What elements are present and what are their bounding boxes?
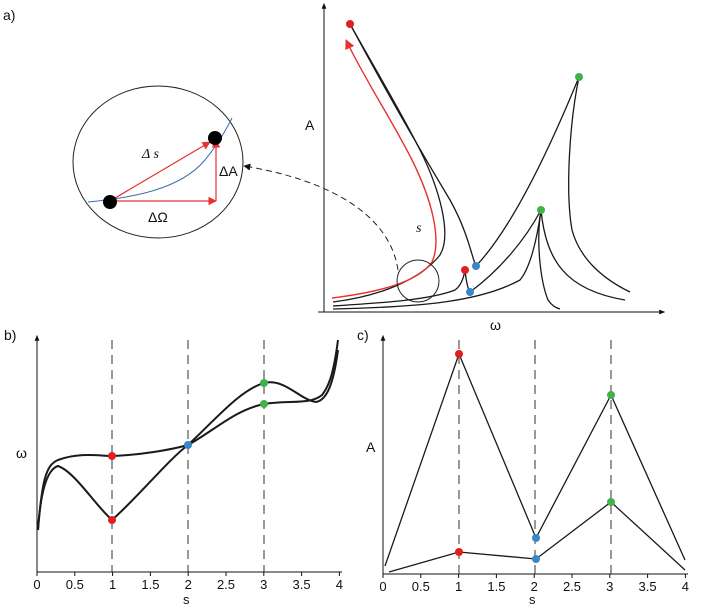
panel-b-point-red-2 — [108, 516, 116, 524]
response-curve-upper-branch — [332, 23, 446, 303]
response-curve-bottom — [332, 209, 626, 310]
panel-c-point-blue-1 — [532, 534, 540, 542]
response-curve-to-first-green — [475, 76, 580, 267]
inset-start-point — [103, 195, 117, 209]
panel-c-point-red-1 — [455, 350, 463, 358]
panel-c-y-label: A — [366, 439, 376, 455]
panel-c-tick-label: 3.5 — [639, 579, 657, 594]
panel-b-label: b) — [4, 327, 16, 343]
panel-b-tick-label: 1 — [109, 577, 116, 592]
path-length-label: s — [416, 221, 422, 236]
panel-b-tick-label: 2 — [185, 577, 192, 592]
panel-c-point-blue-2 — [532, 555, 540, 563]
panel-b-tick-label: 2.5 — [217, 577, 235, 592]
panel-c-point-green-2 — [607, 498, 615, 506]
panel-c: c) A s 0 0.5 1 1.5 2 2.5 3 3.5 4 — [357, 327, 689, 607]
panel-b-point-blue — [184, 441, 192, 449]
panel-c-tick-label: 1.5 — [487, 579, 505, 594]
fold-point-red — [346, 20, 354, 28]
fold-point-blue-2 — [466, 288, 474, 296]
panel-a-x-label: ω — [490, 317, 501, 333]
panel-b-tick-label: 4 — [336, 577, 343, 592]
panel-b-x-label: s — [183, 592, 190, 607]
panel-c-label: c) — [357, 327, 369, 343]
panel-c-tick-label: 0 — [379, 579, 386, 594]
inset-solution-curve — [87, 117, 233, 203]
panel-c-tick-label: 0.5 — [412, 579, 430, 594]
panel-a-label: a) — [3, 7, 15, 23]
panel-a: a) A ω s — [3, 2, 666, 333]
panel-c-tick-label: 4 — [682, 579, 689, 594]
panel-c-tick-label: 2.5 — [563, 579, 581, 594]
fold-point-green-2 — [537, 206, 545, 214]
fold-point-red-2 — [461, 266, 469, 274]
inset-circle — [72, 85, 244, 239]
panel-b-tick-label: 0.5 — [66, 577, 84, 592]
zoom-region-circle — [396, 259, 440, 303]
panel-a-y-label: A — [305, 117, 315, 133]
panel-b-x-ticks: 0 0.5 1 1.5 2 2.5 3 3.5 4 — [33, 572, 343, 592]
fold-point-green — [575, 73, 583, 81]
response-curve-from-second-green — [538, 209, 561, 310]
panel-b-point-red-1 — [108, 452, 116, 460]
panel-b-tick-label: 3 — [260, 577, 267, 592]
delta-s-label: Δ s — [141, 147, 159, 162]
response-curve-from-first-green — [568, 76, 631, 293]
panel-c-x-ticks: 0 0.5 1 1.5 2 2.5 3 3.5 4 — [379, 574, 689, 594]
delta-a-label: ΔA — [219, 163, 238, 179]
zoom-link-arrow — [243, 163, 399, 271]
inset-zoom: Δ s ΔA ΔΩ — [72, 85, 244, 239]
delta-s-arrow — [109, 141, 211, 202]
panel-b-y-label: ω — [16, 445, 27, 461]
panel-b-tick-label: 0 — [33, 577, 40, 592]
panel-c-point-red-2 — [455, 548, 463, 556]
panel-b: b) ω s 0 0.5 1 1.5 2 2.5 3 3.5 4 — [4, 327, 343, 607]
response-curve-outer-branch — [349, 23, 477, 267]
continuation-path-arrow — [331, 39, 437, 299]
panel-b-tick-label: 3.5 — [293, 577, 311, 592]
fold-point-blue — [472, 262, 480, 270]
panel-c-tick-label: 1 — [455, 579, 462, 594]
panel-c-point-green-1 — [607, 391, 615, 399]
panel-b-point-green-1 — [260, 379, 268, 387]
response-curve-lower-red — [332, 269, 471, 307]
panel-c-tick-label: 2 — [531, 579, 538, 594]
panel-c-x-label: s — [529, 592, 536, 607]
panel-b-tick-label: 1.5 — [141, 577, 159, 592]
inset-end-point — [208, 131, 222, 145]
delta-omega-label: ΔΩ — [148, 209, 168, 225]
panel-c-tick-label: 3 — [606, 579, 613, 594]
response-curve-to-second-green — [469, 209, 542, 293]
panel-b-point-green-2 — [260, 400, 268, 408]
